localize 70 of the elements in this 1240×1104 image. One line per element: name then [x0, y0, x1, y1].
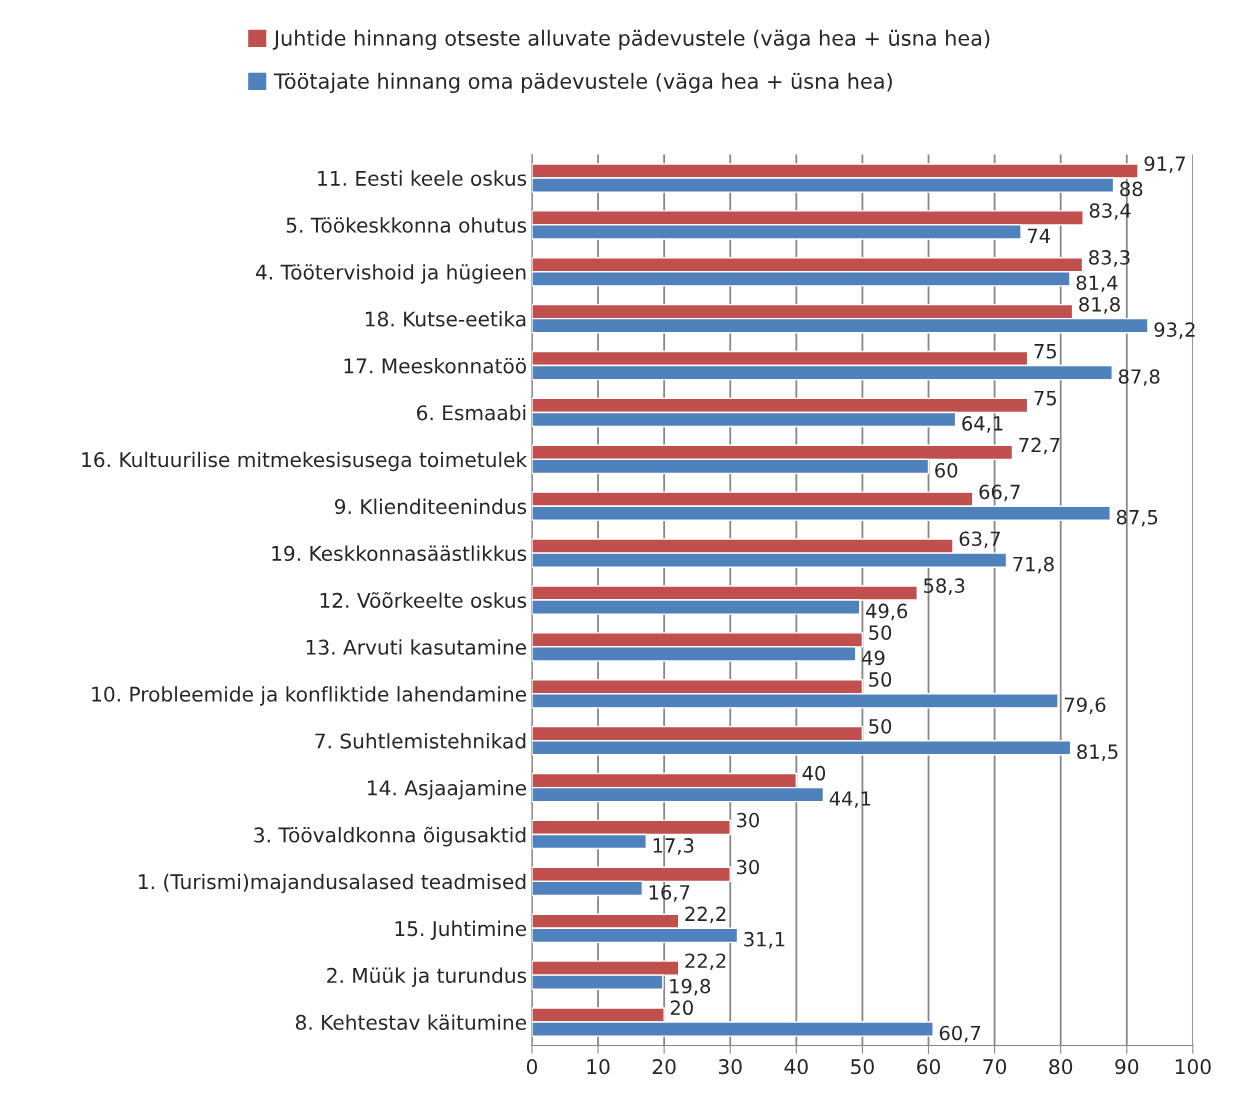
y-tick-label: 7. Suhtlemistehnikad: [315, 733, 526, 749]
x-tick-label: 100: [1175, 1059, 1211, 1075]
data-label: 72,7: [1019, 437, 1060, 455]
data-label: 22,2: [685, 906, 726, 924]
y-tick-label: 2. Müük ja turundus: [327, 967, 527, 987]
data-label: 60: [935, 462, 958, 478]
y-tick-label: 19. Keskkonnasäästlikkus: [272, 545, 527, 562]
data-label: 63,7: [959, 531, 1000, 549]
data-label: 87,8: [1118, 369, 1160, 386]
y-tick-label: 12. Võõrkeelte oskus: [320, 592, 527, 608]
y-tick-label: 11. Eesti keele oskus: [318, 170, 527, 186]
data-label: 50: [869, 625, 892, 640]
data-label: 20: [670, 1000, 693, 1016]
y-tick-label: 9. Klienditeenindus: [334, 498, 527, 515]
data-label: 58,3: [924, 578, 965, 595]
y-tick-label: 3. Töövaldkonna õigusaktid: [254, 826, 526, 847]
data-label: 83,3: [1089, 250, 1130, 267]
data-label: 22,2: [685, 953, 726, 971]
x-tick-label: 90: [1115, 1059, 1139, 1075]
data-label: 91,7: [1144, 156, 1185, 173]
data-label: 81,4: [1076, 275, 1118, 293]
data-label: 74: [1027, 228, 1050, 243]
data-label: 19,8: [670, 978, 711, 996]
x-tick-label: 30: [718, 1059, 742, 1075]
data-label: 66,7: [979, 484, 1020, 502]
data-label: 79,6: [1064, 697, 1106, 715]
data-label: 49: [862, 650, 885, 666]
data-label: 64,1: [962, 416, 1003, 433]
data-label: 49,6: [866, 603, 908, 621]
data-label: 83,4: [1089, 203, 1131, 220]
y-tick-label: 16. Kultuurilise mitmekesisusega toimetulek: [82, 451, 528, 472]
x-tick-label: 40: [784, 1059, 808, 1075]
data-label: 87,5: [1116, 509, 1158, 527]
y-tick-label: 18. Kutse-eetika: [365, 311, 526, 327]
legend-label: Juhtide hinnang otseste alluvate pädevustele (väga hea + üsna hea): [272, 29, 990, 50]
data-label: 16,7: [649, 884, 690, 902]
data-label: 30: [737, 812, 759, 828]
x-tick-label: 60: [917, 1059, 940, 1075]
data-label: 93,2: [1154, 322, 1195, 339]
y-tick-label: 15. Juhtimine: [395, 920, 527, 940]
data-label: 75: [1034, 390, 1056, 406]
y-tick-label: 5. Töökeskkonna ohutus: [286, 217, 527, 233]
y-tick-label: 17. Meeskonnatöö: [344, 357, 526, 374]
data-label: 50: [869, 718, 892, 734]
x-tick-label: 0: [526, 1059, 538, 1075]
y-tick-label: 6. Esmaabi: [417, 404, 526, 421]
y-tick-label: 4. Töötervishoid ja hügieen: [255, 264, 526, 284]
x-tick-label: 20: [652, 1059, 676, 1075]
legend-label: Töötajate hinnang oma pädevustele (väga hea + üsna hea): [273, 72, 892, 94]
data-label: 40: [802, 765, 826, 781]
y-tick-label: 13. Arvuti kasutamine: [306, 639, 527, 655]
x-tick-label: 80: [1049, 1059, 1073, 1075]
y-tick-label: 10. Probleemide ja konfliktide lahendamine: [92, 686, 527, 706]
data-label: 71,8: [1013, 556, 1054, 574]
x-tick-label: 50: [851, 1059, 874, 1075]
data-label: 30: [737, 859, 759, 875]
y-tick-label: 1. (Turismi)majandusalased teadmised: [139, 873, 526, 894]
data-label: 81,5: [1077, 744, 1118, 761]
x-tick-label: 10: [587, 1059, 610, 1075]
data-label: 31,1: [744, 931, 785, 949]
y-tick-label: 14. Asjaajamine: [368, 779, 527, 800]
data-label: 44,1: [829, 791, 871, 808]
y-tick-label: 8. Kehtestav käitumine: [295, 1014, 527, 1030]
data-label: 60,7: [939, 1025, 981, 1043]
x-tick-label: 70: [983, 1059, 1007, 1075]
data-label: 50: [869, 672, 892, 687]
data-label: 88: [1120, 181, 1143, 197]
data-label: 75: [1034, 344, 1056, 359]
data-label: 81,8: [1079, 296, 1120, 314]
data-label: 17,3: [653, 838, 694, 855]
